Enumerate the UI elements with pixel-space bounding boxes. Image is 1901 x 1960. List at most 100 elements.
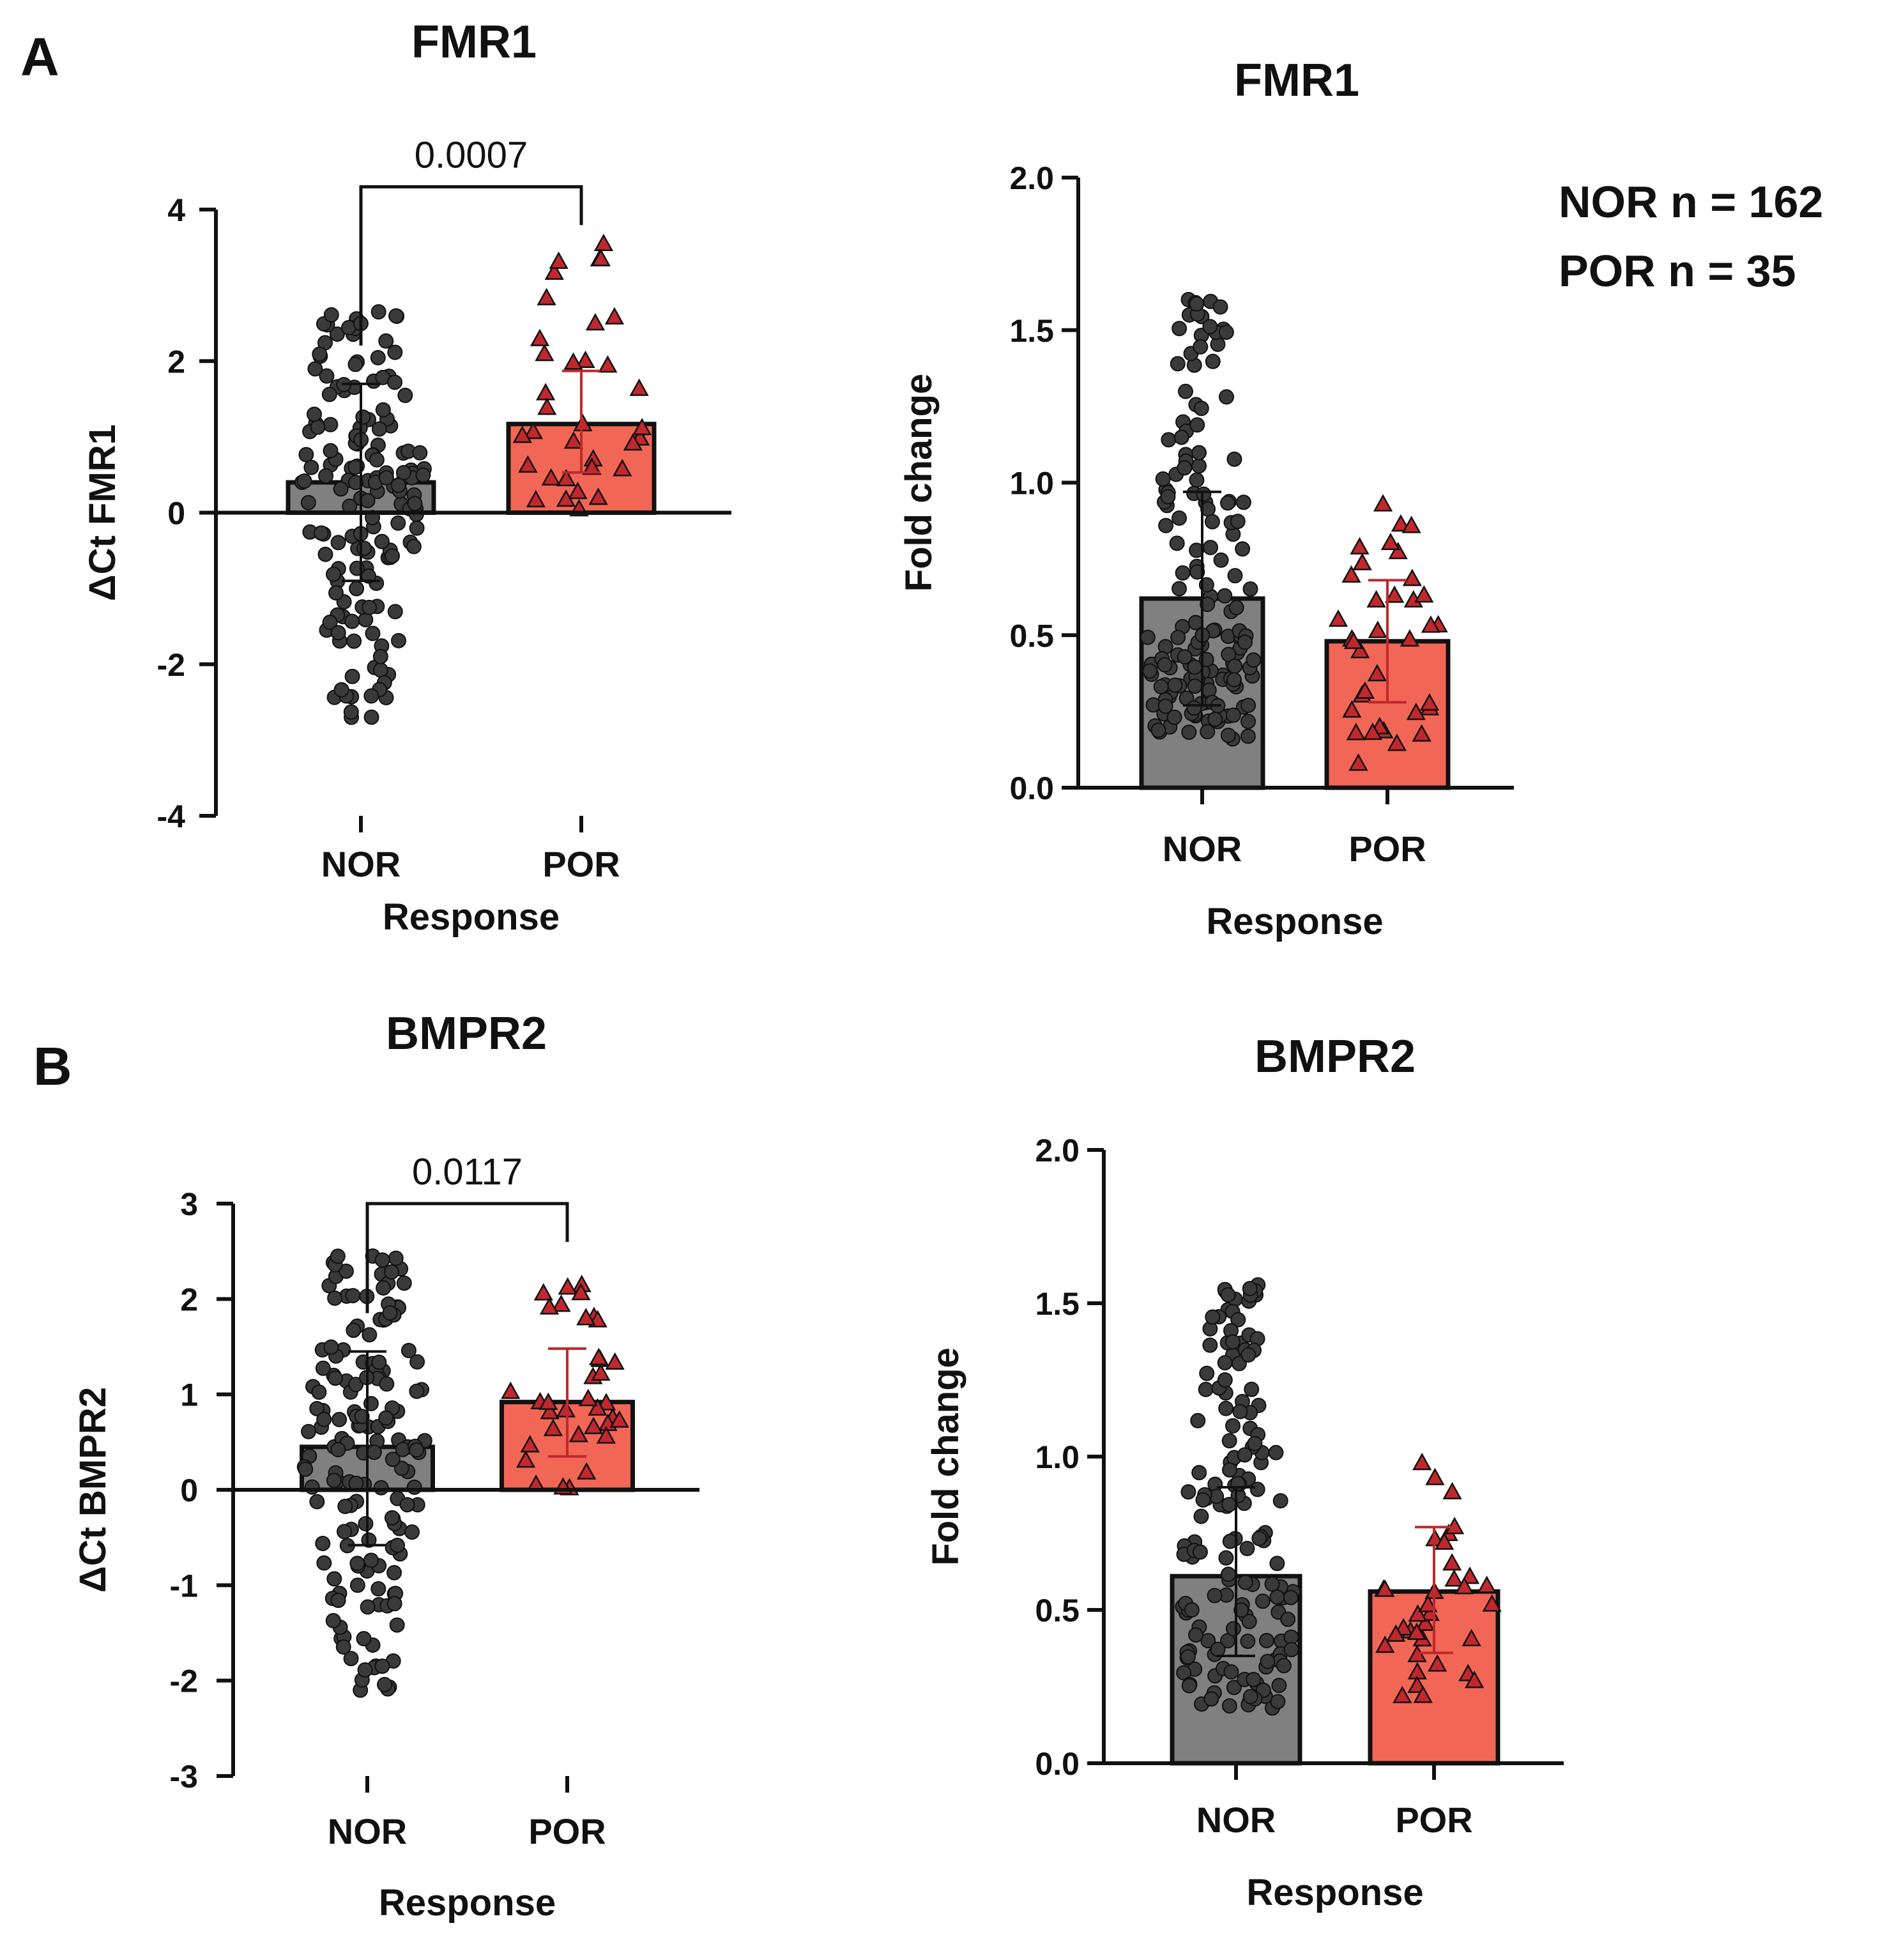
data-point-nor bbox=[1172, 510, 1187, 526]
data-point-por bbox=[596, 1393, 616, 1411]
data-point-nor bbox=[1225, 1334, 1241, 1350]
data-point-por bbox=[1384, 585, 1405, 603]
data-point-nor bbox=[1157, 698, 1173, 714]
data-point-nor bbox=[1167, 677, 1183, 693]
data-point-por bbox=[518, 455, 538, 473]
data-point-por bbox=[1407, 1675, 1427, 1694]
x-tick-label-por: POR bbox=[1395, 1800, 1472, 1840]
data-point-nor bbox=[372, 662, 388, 678]
data-point-por bbox=[632, 418, 652, 436]
data-point-nor bbox=[396, 1275, 412, 1291]
data-point-nor bbox=[1217, 588, 1233, 604]
data-point-por bbox=[589, 1347, 609, 1365]
data-point-nor bbox=[1221, 1433, 1237, 1449]
data-point-nor bbox=[332, 1412, 347, 1428]
data-point-nor bbox=[1202, 539, 1218, 555]
data-point-por bbox=[1387, 733, 1407, 751]
data-point-nor bbox=[1225, 1621, 1241, 1637]
data-point-nor bbox=[1172, 321, 1187, 337]
data-point-por bbox=[1412, 724, 1431, 742]
data-point-nor bbox=[1160, 489, 1176, 505]
data-point-por bbox=[1413, 1685, 1433, 1703]
data-point-nor bbox=[318, 468, 334, 484]
data-point-nor bbox=[404, 1524, 420, 1540]
data-point-nor bbox=[1184, 1602, 1200, 1618]
data-point-por bbox=[585, 313, 606, 331]
data-point-nor bbox=[1246, 1671, 1262, 1687]
data-point-nor bbox=[373, 1480, 389, 1496]
data-point-nor bbox=[384, 1264, 400, 1280]
data-point-nor bbox=[343, 704, 359, 720]
y-tick-label: 1.0 bbox=[1009, 466, 1054, 501]
data-point-nor bbox=[1268, 1444, 1284, 1460]
data-point-por bbox=[1465, 1671, 1485, 1688]
data-point-nor bbox=[296, 473, 312, 489]
data-point-por bbox=[582, 457, 602, 475]
data-point-nor bbox=[1247, 1436, 1263, 1451]
data-point-nor bbox=[1155, 471, 1171, 487]
data-point-nor bbox=[390, 515, 406, 531]
data-point-nor bbox=[337, 1498, 353, 1514]
data-point-nor bbox=[1220, 1287, 1236, 1303]
data-point-nor bbox=[1217, 1355, 1233, 1371]
data-point-nor bbox=[316, 1411, 332, 1427]
chart-fmr1-delta-ct: FMR1 -4 -2 0 2 4 NOR POR Response ΔCt FMR1 0.0007 bbox=[82, 17, 731, 938]
data-point-por bbox=[1434, 1532, 1454, 1550]
x-axis-title: Response bbox=[383, 896, 560, 938]
data-point-nor bbox=[1217, 1372, 1233, 1388]
data-point-nor bbox=[347, 459, 363, 475]
x-tick-label-nor: NOR bbox=[321, 844, 401, 884]
data-point-nor bbox=[346, 633, 362, 649]
data-point-nor bbox=[1251, 1531, 1267, 1547]
x-tick-label-nor: NOR bbox=[1163, 829, 1242, 869]
data-point-nor bbox=[327, 1290, 343, 1306]
data-point-nor bbox=[1241, 1614, 1257, 1630]
data-point-nor bbox=[409, 1383, 425, 1399]
data-point-nor bbox=[1180, 1649, 1196, 1665]
data-point-por bbox=[591, 1363, 611, 1381]
data-point-nor bbox=[1177, 460, 1193, 476]
data-point-nor bbox=[1255, 1593, 1271, 1609]
x-axis-title: Response bbox=[1206, 901, 1383, 942]
data-point-nor bbox=[1270, 1694, 1286, 1710]
data-point-nor bbox=[363, 709, 379, 725]
data-point-nor bbox=[325, 566, 341, 582]
chart-title: FMR1 bbox=[411, 17, 537, 68]
data-point-nor bbox=[1225, 707, 1241, 723]
data-point-nor bbox=[1200, 1633, 1216, 1649]
data-point-nor bbox=[409, 1442, 425, 1458]
data-point-por bbox=[556, 1400, 576, 1418]
data-point-por bbox=[1386, 1624, 1406, 1642]
nor-sample-size: NOR n = 162 bbox=[1559, 177, 1823, 227]
data-point-nor bbox=[378, 470, 394, 486]
data-point-por bbox=[1393, 1685, 1412, 1704]
data-point-nor bbox=[363, 688, 379, 704]
data-point-nor bbox=[1249, 1481, 1265, 1497]
data-point-nor bbox=[1218, 1550, 1234, 1566]
data-point-nor bbox=[1205, 1309, 1221, 1325]
data-point-por bbox=[1414, 585, 1434, 603]
data-point-nor bbox=[1207, 711, 1223, 727]
data-point-nor bbox=[1241, 698, 1256, 714]
data-point-nor bbox=[390, 477, 406, 493]
data-point-nor bbox=[1283, 1642, 1299, 1658]
data-point-nor bbox=[1181, 1678, 1197, 1694]
data-point-por bbox=[1348, 753, 1368, 771]
data-point-nor bbox=[1177, 649, 1193, 665]
y-axis-title: Fold change bbox=[898, 374, 940, 592]
data-point-nor bbox=[301, 1423, 317, 1439]
data-point-nor bbox=[1271, 1678, 1287, 1694]
data-point-por bbox=[576, 350, 595, 369]
y-axis-title: Fold change bbox=[925, 1347, 966, 1566]
data-point-nor bbox=[1239, 1540, 1255, 1556]
data-point-por bbox=[588, 487, 608, 505]
data-point-nor bbox=[298, 447, 314, 463]
data-point-por bbox=[538, 1392, 558, 1410]
data-point-nor bbox=[343, 1651, 359, 1667]
data-point-nor bbox=[1195, 1492, 1211, 1508]
data-point-nor bbox=[1276, 1658, 1292, 1674]
data-point-nor bbox=[389, 1617, 405, 1633]
data-point-nor bbox=[309, 1401, 325, 1417]
data-point-nor bbox=[330, 1442, 346, 1458]
data-point-por bbox=[568, 481, 588, 500]
